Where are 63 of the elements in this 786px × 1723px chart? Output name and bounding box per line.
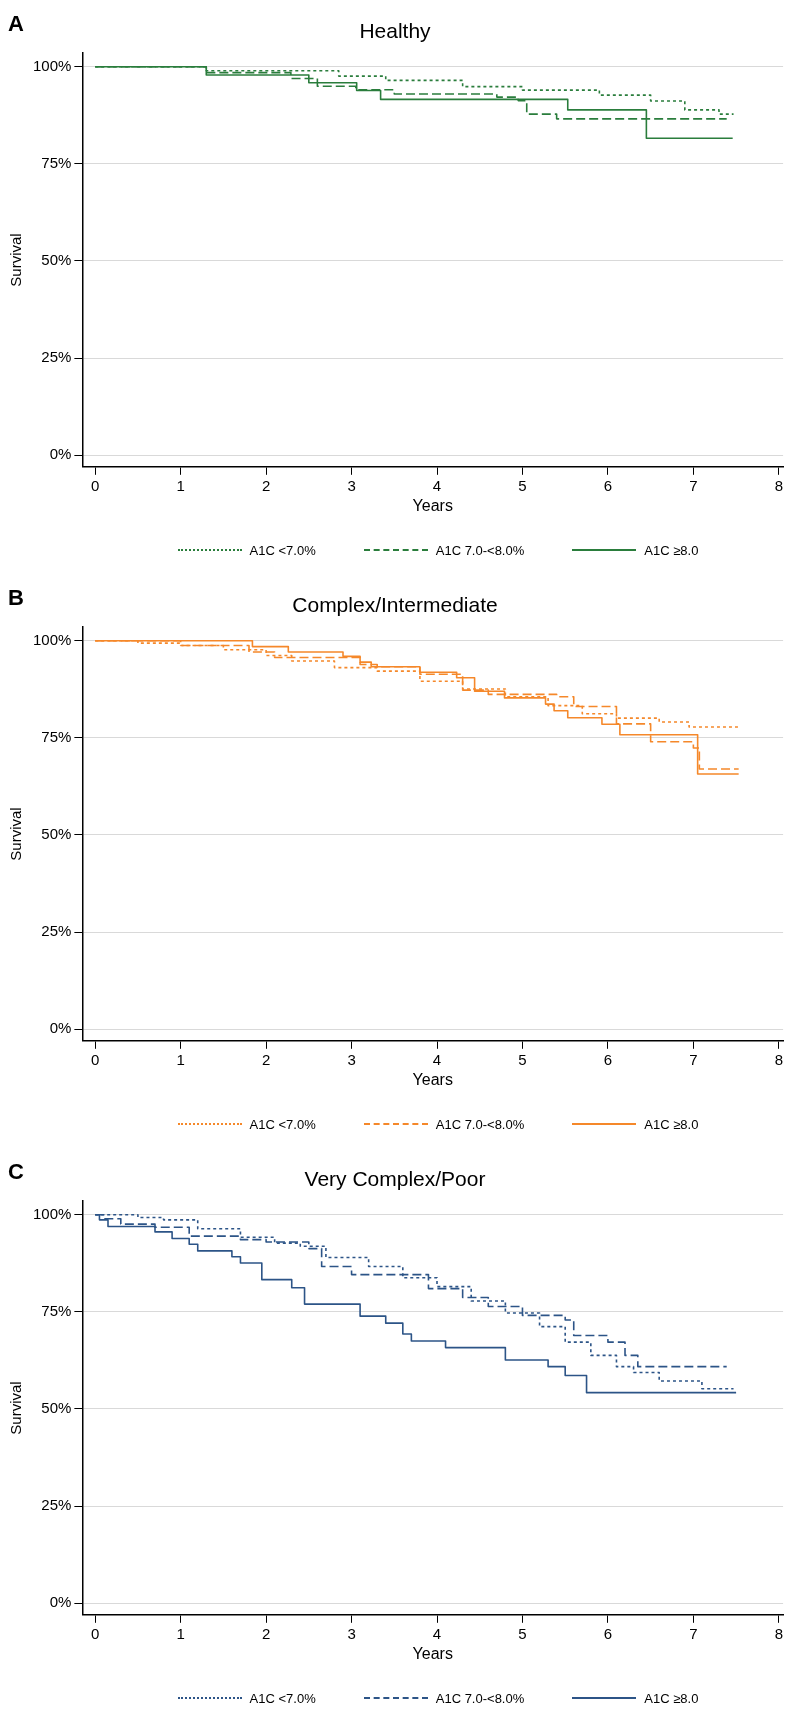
x-tick-label: 6 (603, 476, 613, 494)
text: C (8, 1159, 24, 1185)
y-tick-label: 0% (49, 1019, 72, 1037)
x-tick-label: 8 (774, 1624, 783, 1642)
x-tick-label: 1 (176, 1050, 185, 1068)
x-axis-title: Years (412, 1070, 453, 1088)
y-tick-label: 25% (41, 922, 72, 940)
x-tick-label: 6 (603, 1624, 613, 1642)
y-axis-title: Survival (7, 233, 25, 287)
x-tick-label: 5 (518, 476, 527, 494)
y-tick-label: 100% (32, 1204, 72, 1222)
y-tick-label: 50% (41, 825, 72, 843)
x-axis-title: Years (412, 1644, 453, 1662)
x-tick-label: 7 (689, 1050, 698, 1068)
legend-label: A1C ≥8.0 (644, 1690, 699, 1706)
y-axis-title: Survival (7, 807, 25, 861)
x-tick-label: 8 (774, 1050, 783, 1068)
y-axis-title: Survival (7, 1381, 25, 1435)
x-tick-label: 0 (91, 1050, 100, 1068)
legend-label: A1C 7.0-<8.0% (435, 542, 525, 558)
legend-label: A1C <7.0% (249, 1116, 316, 1132)
x-tick-label: 3 (347, 476, 356, 494)
y-tick-label: 50% (41, 251, 72, 269)
x-tick-label: 2 (261, 1624, 271, 1642)
x-tick-label: 3 (347, 1050, 356, 1068)
x-tick-label: 7 (689, 1624, 698, 1642)
y-tick-label: 0% (49, 445, 72, 463)
x-tick-label: 5 (518, 1050, 527, 1068)
x-tick-label: 4 (432, 476, 442, 494)
y-tick-label: 100% (32, 630, 72, 648)
x-tick-label: 1 (176, 1624, 185, 1642)
x-tick-label: 4 (432, 1050, 442, 1068)
x-tick-label: 2 (261, 1050, 271, 1068)
x-tick-label: 8 (774, 476, 783, 494)
legend-label: A1C 7.0-<8.0% (435, 1116, 525, 1132)
y-tick-label: 75% (41, 154, 72, 172)
chart-title: Complex/Intermediate (292, 593, 498, 617)
y-tick-label: 100% (32, 56, 72, 74)
y-tick-label: 75% (41, 1302, 72, 1320)
text: A (8, 11, 24, 37)
text: B (8, 585, 24, 611)
y-tick-label: 25% (41, 348, 72, 366)
y-tick-label: 50% (41, 1399, 72, 1417)
x-tick-label: 1 (176, 476, 185, 494)
legend-label: A1C 7.0-<8.0% (435, 1690, 525, 1706)
x-tick-label: 6 (603, 1050, 613, 1068)
legend-label: A1C <7.0% (249, 542, 316, 558)
x-tick-label: 0 (91, 1624, 100, 1642)
x-tick-label: 2 (261, 476, 271, 494)
x-tick-label: 0 (91, 476, 100, 494)
x-axis-title: Years (412, 496, 453, 514)
y-tick-label: 0% (49, 1593, 72, 1611)
x-tick-label: 7 (689, 476, 698, 494)
chart-title: Healthy (359, 19, 432, 43)
y-tick-label: 25% (41, 1496, 72, 1514)
x-tick-label: 3 (347, 1624, 356, 1642)
x-tick-label: 4 (432, 1624, 442, 1642)
y-tick-label: 75% (41, 728, 72, 746)
legend-label: A1C ≥8.0 (644, 542, 699, 558)
legend-label: A1C ≥8.0 (644, 1116, 699, 1132)
chart-title: Very Complex/Poor (304, 1167, 486, 1191)
x-tick-label: 5 (518, 1624, 527, 1642)
legend-label: A1C <7.0% (249, 1690, 316, 1706)
